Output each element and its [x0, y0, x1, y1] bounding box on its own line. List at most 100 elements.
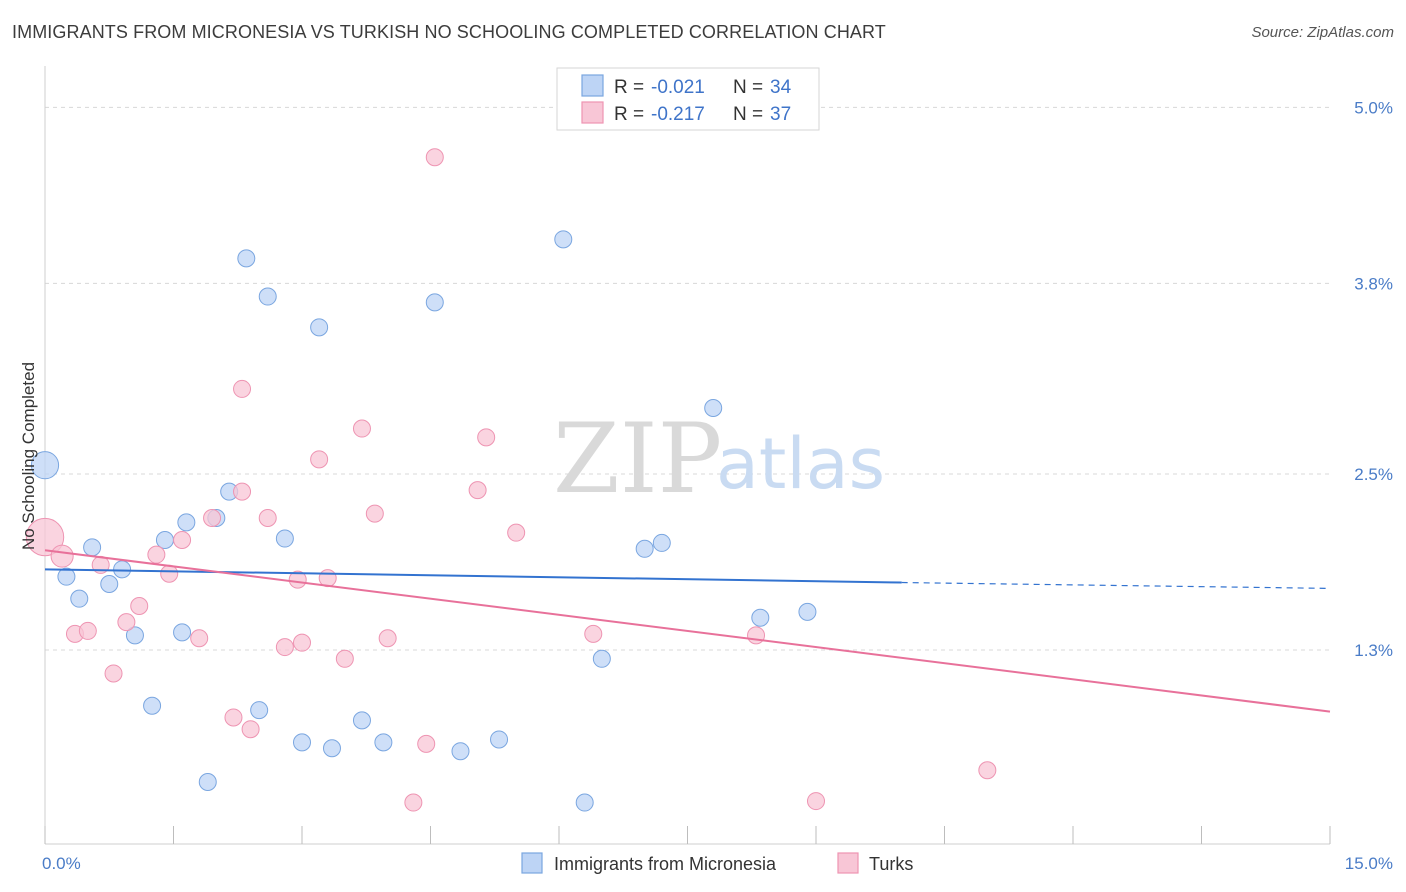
series-legend: Immigrants from Micronesia Turks [521, 852, 913, 874]
turks-point [104, 664, 123, 683]
turks-point [807, 792, 825, 811]
y-tick-label: 2.5% [1354, 465, 1393, 484]
turks-point [288, 570, 307, 589]
micronesia-point [554, 230, 573, 249]
micronesia-point [425, 293, 444, 312]
turks-point [425, 148, 444, 167]
turks-point [275, 638, 294, 657]
turks-point [173, 531, 192, 549]
micronesia-point [237, 249, 256, 268]
chart-title: IMMIGRANTS FROM MICRONESIA VS TURKISH NO… [12, 22, 886, 42]
micronesia-point [30, 451, 60, 480]
turks-point [117, 613, 136, 632]
micronesia-point [704, 399, 723, 417]
turks-trend-line [44, 549, 1331, 713]
turks-point [241, 720, 260, 739]
legend-n-value-1: 34 [770, 77, 792, 98]
source-credit: Source: ZipAtlas.com [1251, 24, 1394, 41]
turks-point [335, 649, 354, 668]
micronesia-trend-line [44, 568, 902, 584]
turks-point [25, 517, 65, 557]
turks-point [203, 509, 222, 527]
micronesia-point [177, 513, 196, 532]
micronesia-point [374, 733, 393, 752]
turks-point [468, 481, 487, 500]
micronesia-point [57, 567, 76, 586]
micronesia-point [173, 623, 192, 642]
micronesia-point [250, 701, 269, 720]
turks-point [233, 482, 252, 501]
turks-point [50, 544, 74, 568]
y-tick-label: 1.3% [1354, 641, 1393, 660]
micronesia-point [592, 649, 611, 668]
series-label-turks: Turks [869, 854, 913, 874]
micronesia-point [258, 287, 277, 306]
micronesia-point [113, 560, 132, 579]
series-swatch-micronesia [521, 852, 543, 874]
micronesia-point [125, 626, 144, 645]
micronesia-point [100, 575, 119, 593]
micronesia-point [751, 608, 770, 627]
series-swatch-turks [837, 852, 859, 874]
turks-point [352, 419, 371, 438]
micronesia-point [490, 730, 509, 749]
turks-point [310, 450, 329, 469]
y-axis-title: No Schooling Completed [19, 362, 38, 550]
turks-point [78, 621, 97, 640]
turks-point [190, 629, 209, 648]
correlation-legend: R = -0.021 N = 34 R = -0.217 N = 37 [556, 67, 820, 131]
micronesia-point [451, 742, 470, 761]
legend-swatch-blue [581, 74, 604, 97]
micronesia-point [798, 602, 817, 621]
micronesia-point [70, 589, 89, 608]
turks-point [584, 624, 603, 643]
trend-lines [44, 549, 1331, 713]
turks-point [978, 761, 997, 780]
micronesia-trend-extension [901, 581, 1331, 589]
legend-r-label-1: R = [614, 77, 644, 98]
micronesia-point [635, 539, 654, 558]
y-tick-label: 5.0% [1354, 98, 1393, 117]
legend-swatch-pink [581, 101, 604, 124]
turks-point [233, 379, 252, 398]
y-tick-labels: 1.3% 2.5% 3.8% 5.0% [1354, 98, 1393, 660]
turks-point [130, 597, 149, 615]
micronesia-point [652, 533, 671, 552]
turks-point [417, 734, 436, 753]
turks-point [147, 545, 166, 564]
watermark-zip: ZIP [553, 403, 722, 515]
legend-n-value-2: 37 [770, 104, 791, 125]
micronesia-point [322, 739, 341, 758]
turks-point [160, 564, 179, 583]
x-tick-label: 15.0% [1345, 854, 1393, 873]
micronesia-point [352, 711, 371, 730]
turks-point [224, 708, 243, 727]
turks-point [477, 428, 496, 447]
micronesia-point [198, 773, 217, 791]
turks-point [365, 504, 384, 523]
micronesia-point [143, 696, 162, 715]
micronesia-point [155, 531, 174, 549]
micronesia-point [275, 529, 294, 548]
legend-r-value-2: -0.217 [651, 104, 705, 125]
watermark: ZIP atlas [553, 403, 885, 515]
turks-point [507, 523, 526, 542]
legend-n-label-2: N = [733, 104, 763, 125]
legend-r-label-2: R = [614, 104, 644, 125]
micronesia-point [83, 538, 102, 557]
series-label-micronesia: Immigrants from Micronesia [554, 854, 777, 874]
gridlines [45, 106, 1330, 651]
turks-point [404, 793, 423, 812]
watermark-atlas: atlas [716, 423, 885, 505]
micronesia-point [310, 318, 329, 337]
turks-point [293, 633, 311, 652]
y-tick-label: 3.8% [1354, 274, 1393, 293]
legend-n-label-1: N = [733, 77, 763, 98]
turks-point [258, 509, 277, 527]
x-tick-labels: 0.0% 15.0% [42, 854, 1393, 873]
micronesia-point [575, 793, 594, 812]
x-tick-label: 0.0% [42, 854, 81, 873]
micronesia-point [293, 733, 311, 752]
turks-point [378, 629, 397, 648]
